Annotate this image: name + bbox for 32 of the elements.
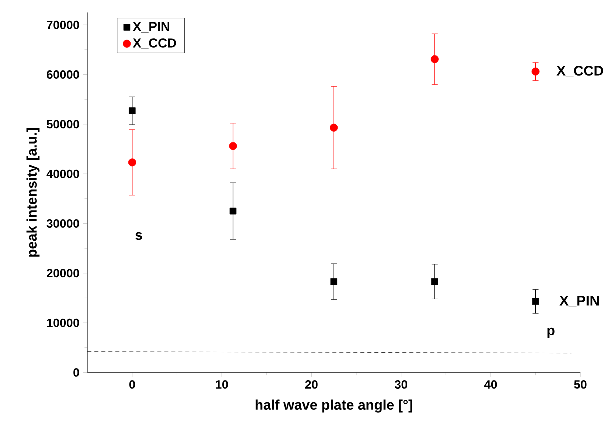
point (432, 278, 438, 286)
point (430, 55, 439, 64)
point (129, 108, 136, 114)
y-tick-label: 30000 (46, 219, 80, 228)
x-tick-label: 40 (484, 380, 498, 389)
y-tick-label: 70000 (47, 20, 80, 30)
x-axis-title: half wave plate angle [°] (256, 400, 412, 413)
y-tick-label: 0 (74, 368, 80, 377)
legend-label: X_CCD (133, 38, 176, 50)
point (330, 124, 338, 132)
annotation: s (136, 232, 142, 240)
point (128, 158, 136, 167)
annotation: X_CCD (556, 66, 604, 78)
point (532, 68, 540, 76)
y-tick-label: 20000 (47, 269, 80, 278)
point (532, 298, 540, 306)
x-tick-label: 0 (130, 380, 136, 389)
point (229, 142, 238, 150)
point (230, 208, 237, 215)
legend-label: X_PIN (133, 22, 170, 33)
x-tick-label: 30 (394, 380, 408, 389)
annotation: X_PIN (560, 296, 599, 308)
y-tick-label: 50000 (46, 120, 80, 129)
y-axis-title: peak intensity [a.u.] (26, 128, 40, 257)
x-tick-label: 50 (574, 380, 587, 389)
y-tick-label: 10000 (47, 318, 80, 328)
y-tick-label: 40000 (46, 170, 80, 178)
annotation: p (548, 328, 555, 338)
x-tick-label: 20 (305, 380, 318, 389)
x-tick-label: 10 (216, 380, 228, 389)
y-tick-label: 60000 (47, 70, 80, 79)
point (330, 278, 338, 286)
